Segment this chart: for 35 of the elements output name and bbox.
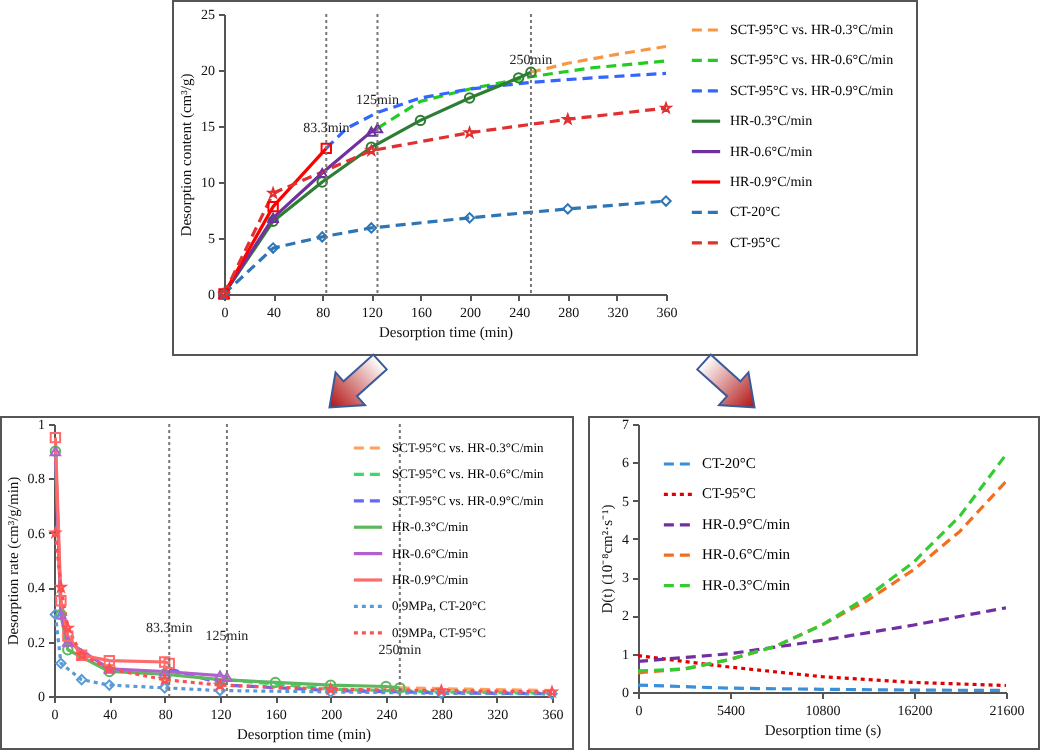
point bbox=[269, 676, 282, 689]
point bbox=[324, 686, 337, 698]
point bbox=[62, 630, 74, 642]
point bbox=[103, 679, 116, 691]
point bbox=[103, 654, 116, 667]
point bbox=[214, 670, 226, 681]
point bbox=[660, 195, 672, 207]
point bbox=[316, 167, 328, 179]
point bbox=[324, 679, 337, 691]
point bbox=[267, 200, 279, 213]
point bbox=[214, 684, 226, 697]
point bbox=[365, 126, 378, 137]
point bbox=[380, 680, 392, 693]
point bbox=[62, 636, 74, 647]
point bbox=[371, 123, 384, 134]
point bbox=[562, 203, 574, 215]
point bbox=[55, 657, 67, 670]
point bbox=[158, 656, 171, 668]
point bbox=[463, 212, 476, 224]
point bbox=[320, 142, 332, 155]
point bbox=[463, 92, 476, 104]
point bbox=[267, 242, 279, 254]
point bbox=[49, 608, 62, 621]
point bbox=[75, 673, 88, 686]
point bbox=[512, 72, 525, 84]
point bbox=[62, 644, 74, 656]
point bbox=[365, 222, 378, 234]
point bbox=[163, 657, 175, 670]
point bbox=[414, 114, 427, 127]
point bbox=[55, 595, 67, 607]
line-series bbox=[638, 606, 1006, 663]
line-series bbox=[638, 654, 1006, 688]
point bbox=[316, 231, 328, 243]
point bbox=[221, 671, 233, 683]
point bbox=[49, 431, 62, 444]
